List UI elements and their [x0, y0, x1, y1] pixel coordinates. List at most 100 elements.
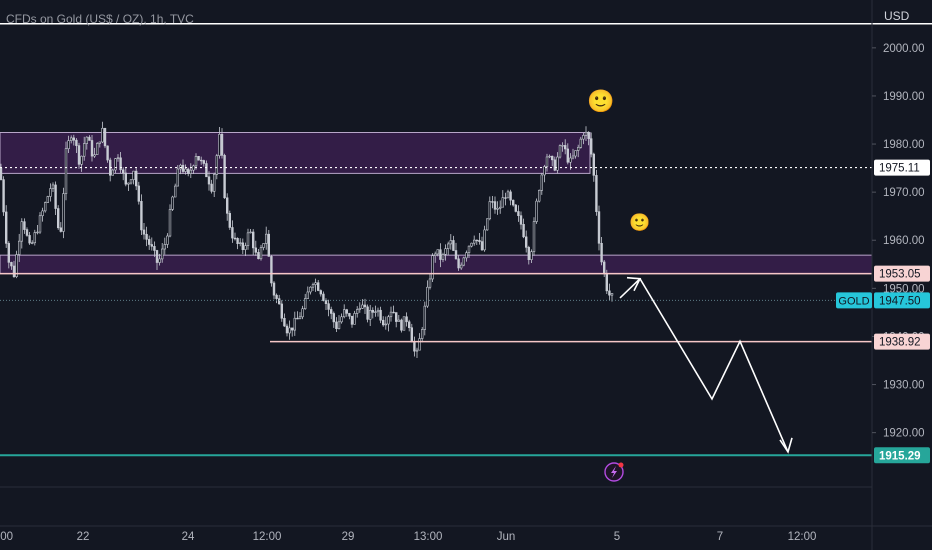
candle-body: [41, 210, 44, 217]
candle-body: [587, 131, 590, 139]
candle-body: [285, 325, 289, 334]
candle-body: [584, 131, 588, 136]
candle-body: [259, 247, 263, 260]
candle-body: [327, 303, 330, 310]
candle-body: [519, 215, 523, 225]
candle-body: [210, 183, 213, 192]
candle-body: [111, 169, 115, 176]
candle-body: [80, 155, 83, 165]
candle-body: [478, 240, 481, 242]
candle-body: [335, 321, 338, 329]
candle-body: [36, 231, 39, 234]
candle-body: [114, 158, 117, 171]
time-tick-label: 7: [717, 531, 723, 543]
candle-body: [595, 175, 598, 212]
time-tick-label: 12:00: [253, 531, 282, 543]
candle-body: [168, 209, 172, 237]
zones-layer: [0, 132, 873, 275]
candle-body: [127, 182, 130, 185]
level-1938-label: 1938.92: [879, 337, 921, 349]
candle-body: [501, 197, 504, 208]
candle-body: [350, 315, 354, 325]
candle-body: [43, 202, 47, 212]
candle-body: [366, 306, 369, 320]
candle-body: [405, 316, 408, 323]
candle-body: [517, 211, 520, 216]
candle-body: [480, 241, 484, 251]
candle-body: [5, 211, 8, 244]
candle-body: [363, 304, 367, 308]
candle-body: [511, 199, 515, 206]
candle-body: [106, 145, 109, 161]
candle-body: [457, 258, 460, 269]
candle-body: [23, 221, 26, 230]
candle-body: [277, 298, 281, 305]
arrowhead-2: [779, 437, 793, 454]
price-axis[interactable]: 2000.00 1990.00 1980.00 1970.00 1960.00 1950.…: [836, 0, 930, 550]
candle-body: [556, 156, 559, 171]
candle-body: [574, 150, 577, 157]
candle-body: [197, 156, 200, 161]
candle-body: [506, 191, 510, 199]
candle-body: [166, 235, 169, 245]
candle-body: [368, 309, 372, 320]
candle-body: [236, 238, 239, 244]
level-1915-label: 1915.29: [879, 450, 921, 462]
price-tick-label: 1920.00: [883, 428, 925, 440]
candle-body: [153, 246, 156, 251]
level-1975-badge: [874, 159, 930, 176]
last-price-label: 1947.50: [879, 295, 921, 307]
candle-body: [239, 242, 242, 244]
candle-body: [59, 227, 63, 232]
candle-body: [446, 243, 450, 249]
price-tick-label: 1950.00: [883, 283, 925, 295]
candle-body: [485, 218, 489, 231]
candle-body: [189, 169, 192, 174]
lightning-bolt-icon: [611, 466, 617, 478]
candle-body: [524, 236, 528, 248]
candle-body: [85, 136, 89, 144]
candle-body: [20, 221, 23, 242]
candle-body: [306, 291, 309, 299]
candle-body: [90, 140, 94, 157]
candle-body: [493, 201, 497, 210]
candle-body: [142, 229, 146, 235]
price-tick-label: 1980.00: [883, 139, 925, 151]
candle-body: [275, 294, 278, 299]
candle-body: [394, 312, 398, 322]
candle-body: [17, 240, 21, 255]
candle-body: [413, 341, 416, 352]
candle-body: [527, 247, 531, 260]
candle-body: [532, 221, 536, 253]
candle-body: [340, 316, 343, 323]
candle-body: [220, 133, 224, 156]
candle-body: [483, 229, 486, 251]
candle-body: [46, 196, 50, 203]
candle-body: [67, 140, 70, 150]
time-axis[interactable]: :00 22 24 12:00 29 13:00 Jun 5 7 12:00: [0, 486, 932, 543]
candle-body: [342, 309, 346, 318]
candle-body: [231, 227, 234, 239]
time-tick-label: 13:00: [414, 531, 443, 543]
currency-label[interactable]: USD: [884, 9, 910, 23]
candle-body: [161, 248, 164, 260]
candle-body: [257, 252, 260, 260]
candle-body: [561, 145, 564, 147]
level-1938-badge: [874, 333, 930, 350]
candle-body: [537, 190, 541, 202]
candle-body: [129, 179, 133, 184]
candle-body: [192, 165, 195, 171]
candle-body: [475, 239, 478, 242]
candle-body: [150, 244, 153, 247]
candle-body: [439, 249, 442, 260]
candle-body: [509, 191, 512, 201]
candle-body: [241, 242, 244, 250]
candle-body: [426, 286, 429, 307]
candle-body: [563, 145, 567, 150]
candle-body: [387, 316, 390, 325]
candle-body: [124, 172, 128, 185]
candle-body: [28, 235, 31, 244]
candle-body: [181, 164, 185, 172]
candle-body: [322, 293, 325, 301]
